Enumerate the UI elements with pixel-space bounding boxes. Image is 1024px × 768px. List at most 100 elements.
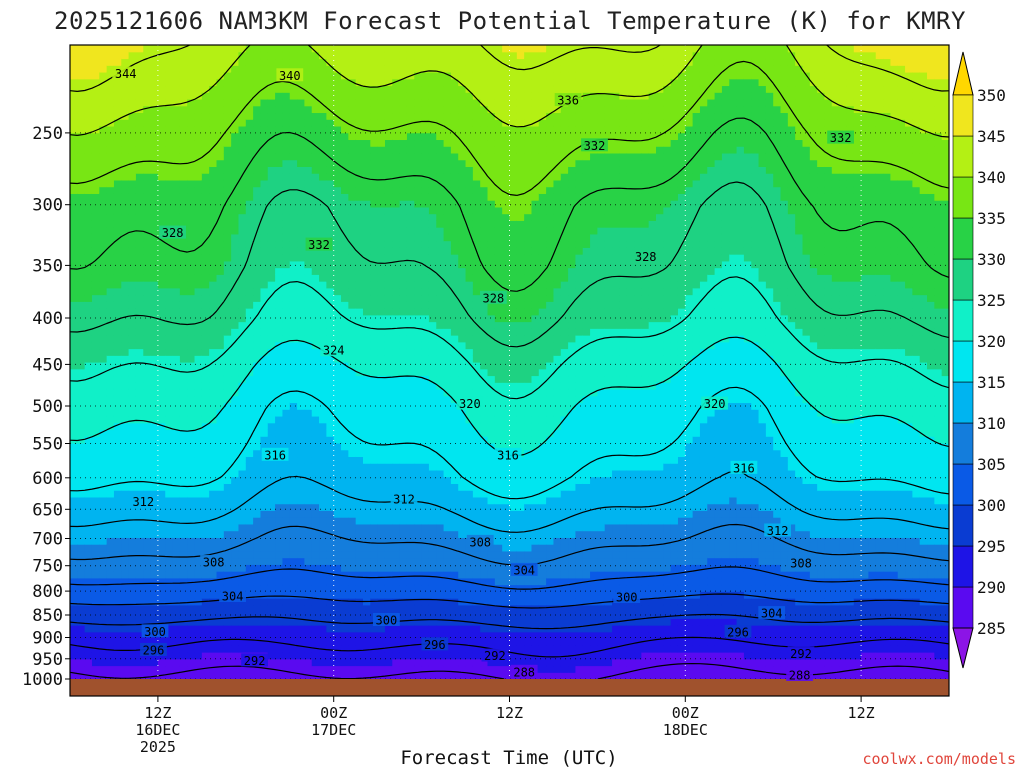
theta-cell xyxy=(443,483,452,491)
theta-cell xyxy=(377,490,386,498)
theta-cell xyxy=(275,152,284,161)
theta-cell xyxy=(143,287,152,296)
theta-cell xyxy=(421,557,430,565)
theta-cell xyxy=(216,382,225,390)
theta-cell xyxy=(267,314,276,323)
theta-cell xyxy=(326,544,335,552)
theta-cell xyxy=(150,341,159,350)
theta-cell xyxy=(223,362,232,370)
theta-cell xyxy=(304,362,313,370)
theta-cell xyxy=(282,564,291,572)
theta-cell xyxy=(370,665,379,673)
theta-cell xyxy=(370,523,379,532)
theta-cell xyxy=(99,186,108,194)
theta-cell xyxy=(333,530,342,538)
theta-cell xyxy=(216,523,225,532)
theta-cell xyxy=(282,652,291,660)
theta-cell xyxy=(443,422,452,431)
theta-cell xyxy=(289,220,298,228)
theta-cell xyxy=(384,65,393,73)
theta-cell xyxy=(253,422,262,431)
theta-cell xyxy=(77,496,86,505)
theta-cell xyxy=(187,314,196,323)
theta-cell xyxy=(355,51,364,60)
theta-cell xyxy=(377,274,386,282)
theta-cell xyxy=(143,159,152,167)
theta-cell xyxy=(450,321,459,329)
theta-cell xyxy=(355,274,364,282)
theta-cell xyxy=(113,193,122,201)
theta-cell xyxy=(223,422,232,431)
theta-cell xyxy=(319,375,327,383)
theta-cell xyxy=(128,233,137,242)
theta-cell xyxy=(223,139,232,147)
theta-cell xyxy=(384,395,393,404)
theta-cell xyxy=(341,328,349,336)
theta-cell xyxy=(245,618,254,626)
theta-cell xyxy=(245,314,254,323)
theta-cell xyxy=(143,368,152,377)
theta-cell xyxy=(128,436,137,444)
theta-cell xyxy=(70,287,78,296)
theta-cell xyxy=(201,227,210,235)
theta-cell xyxy=(348,105,357,114)
theta-cell xyxy=(121,58,130,66)
theta-cell xyxy=(91,58,100,66)
theta-cell xyxy=(436,166,445,174)
theta-cell xyxy=(355,631,364,640)
theta-cell xyxy=(84,665,93,673)
theta-cell xyxy=(128,658,137,667)
theta-cell xyxy=(99,658,108,667)
theta-cell xyxy=(377,544,386,552)
theta-cell xyxy=(209,375,218,383)
theta-cell xyxy=(458,665,467,673)
theta-cell xyxy=(414,490,423,498)
theta-cell xyxy=(341,402,349,410)
theta-cell xyxy=(245,422,254,431)
theta-cell xyxy=(399,92,408,100)
theta-cell xyxy=(326,308,335,316)
theta-cell xyxy=(223,409,232,417)
theta-cell xyxy=(282,355,291,363)
theta-cell xyxy=(421,368,430,377)
theta-cell xyxy=(370,146,379,154)
theta-cell xyxy=(253,571,262,579)
theta-cell xyxy=(231,240,240,248)
theta-cell xyxy=(238,449,247,458)
theta-cell xyxy=(216,267,225,275)
theta-cell xyxy=(70,58,78,66)
theta-cell xyxy=(392,132,401,141)
theta-cell xyxy=(84,611,93,619)
theta-cell xyxy=(348,328,357,336)
theta-cell xyxy=(209,571,218,579)
theta-cell xyxy=(223,328,232,336)
theta-cell xyxy=(275,287,284,296)
theta-cell xyxy=(355,611,364,619)
theta-cell xyxy=(392,213,401,221)
theta-cell xyxy=(121,335,130,343)
theta-cell xyxy=(135,665,144,673)
theta-cell xyxy=(157,179,166,188)
theta-cell xyxy=(143,78,152,87)
theta-cell xyxy=(282,409,291,417)
theta-cell xyxy=(99,409,108,417)
theta-cell xyxy=(253,92,262,100)
theta-cell xyxy=(414,78,423,87)
theta-cell xyxy=(121,645,130,653)
theta-cell xyxy=(414,665,423,673)
theta-cell xyxy=(333,577,342,586)
theta-cell xyxy=(311,200,320,208)
theta-cell xyxy=(187,422,196,431)
theta-cell xyxy=(201,618,210,626)
theta-cell xyxy=(245,395,254,404)
theta-cell xyxy=(70,375,78,383)
theta-cell xyxy=(348,652,357,660)
theta-cell xyxy=(421,564,430,572)
theta-cell xyxy=(319,362,327,370)
theta-cell xyxy=(70,456,78,464)
theta-cell xyxy=(106,436,115,444)
theta-cell xyxy=(377,119,386,127)
theta-cell xyxy=(77,375,86,383)
theta-cell xyxy=(297,456,305,464)
theta-cell xyxy=(421,530,430,538)
